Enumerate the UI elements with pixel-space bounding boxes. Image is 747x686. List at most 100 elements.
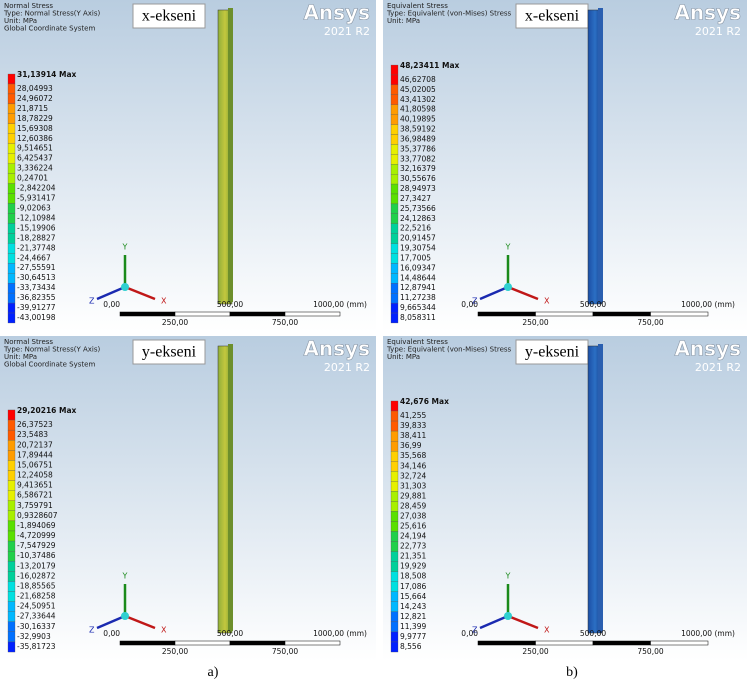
legend-swatch [391,204,398,214]
scale-segment [175,312,230,316]
legend-value: 32,16379 [400,164,436,173]
legend-swatch [8,501,15,511]
figure: a) b) Normal StressType: Normal Stress(Y… [0,0,747,686]
legend-swatch [8,154,15,164]
legend-value: -18,28827 [17,233,56,242]
legend-value: 29,881 [400,491,426,500]
legend-swatch [391,582,398,592]
legend-swatch [391,421,398,431]
legend-swatch [391,174,398,184]
legend-value: 38,411 [400,431,426,440]
legend-swatch [8,313,15,323]
legend-value: 12,821 [400,612,426,621]
legend-value: 24,12863 [400,214,436,223]
legend-swatch [8,511,15,521]
legend-value: 6,586721 [17,491,53,500]
scale-label: 0,00 [461,629,478,638]
scale-label: 250,00 [522,647,548,656]
scale-label: 750,00 [272,318,298,327]
legend-value: 8,058311 [400,313,436,322]
legend-value: 14,48644 [400,273,436,282]
legend-value: -16,02872 [17,571,56,580]
brand: Ansys [674,337,741,361]
legend-value: 17,086 [400,582,426,591]
triad-label: Y [122,572,128,581]
legend-swatch [391,461,398,471]
header-line: Global Coordinate System [4,25,95,33]
legend-swatch [391,293,398,303]
legend-value: 28,94973 [400,184,436,193]
scale-segment [536,641,594,645]
legend-value: 25,73566 [400,204,436,213]
legend-swatch [8,84,15,94]
legend-swatch [391,105,398,115]
triad-origin [121,612,129,620]
scale-segment [285,312,340,316]
legend-max: 31,13914 Max [17,70,77,79]
beam-flange [598,8,603,302]
legend-swatch [8,263,15,273]
legend-value: 24,96072 [17,94,53,103]
scale-segment [285,641,340,645]
legend-swatch [8,223,15,233]
legend-swatch [391,572,398,582]
scale-segment [536,312,594,316]
legend-swatch [8,273,15,283]
legend-value: -21,37748 [17,243,56,252]
legend-swatch [391,451,398,461]
panel-label: y-ekseni [142,344,197,361]
legend-value: -21,68258 [17,592,56,601]
legend-value: 21,8715 [17,104,48,113]
legend-swatch [8,203,15,213]
legend-swatch [8,410,15,420]
legend-value: 6,425437 [17,154,53,163]
brand: Ansys [303,337,370,361]
legend-swatch [8,293,15,303]
legend-swatch [8,561,15,571]
legend-value: 15,69308 [17,124,53,133]
legend-swatch [391,154,398,164]
legend-value: 14,243 [400,602,426,611]
legend-swatch [391,562,398,572]
legend-value: 35,568 [400,451,426,460]
triad-origin [121,283,129,291]
brand: Ansys [674,1,741,25]
legend-value: -24,4667 [17,253,51,262]
beam-flange [228,344,233,631]
legend-value: 9,413651 [17,481,53,490]
scale-label: 1000,00 (mm) [681,300,735,309]
triad-label: X [544,626,550,635]
legend-value: 28,459 [400,501,426,510]
triad-label: Y [505,243,511,252]
scale-label: 0,00 [103,300,120,309]
legend-value: 20,72137 [17,440,53,449]
legend-value: -18,85565 [17,581,56,590]
legend-swatch [8,184,15,194]
scale-label: 750,00 [637,318,663,327]
legend-value: 43,41302 [400,95,436,104]
legend-swatch [391,194,398,204]
legend-value: 22,5216 [400,224,431,233]
legend-value: -36,82355 [17,293,56,302]
scale-label: 500,00 [580,629,606,638]
legend-value: 46,62708 [400,75,436,84]
legend-value: 19,30754 [400,244,436,253]
scale-label: 250,00 [522,318,548,327]
legend-swatch [391,552,398,562]
caption: b) [566,665,578,680]
legend-value: -30,16337 [17,622,56,631]
scale-label: 500,00 [217,300,243,309]
legend-value: -27,33644 [17,612,56,621]
legend-value: -35,81723 [17,642,56,651]
legend-swatch [8,541,15,551]
legend-value: -4,720999 [17,531,56,540]
panel-label: x-ekseni [142,8,197,25]
scale-label: 0,00 [103,629,120,638]
legend-swatch [8,460,15,470]
legend-swatch [8,104,15,114]
legend-swatch [8,174,15,184]
legend-value: 0,9328607 [17,511,58,520]
legend-value: 0,24701 [17,174,48,183]
legend-value: -43,00198 [17,313,56,322]
legend-value: 30,55676 [400,174,436,183]
